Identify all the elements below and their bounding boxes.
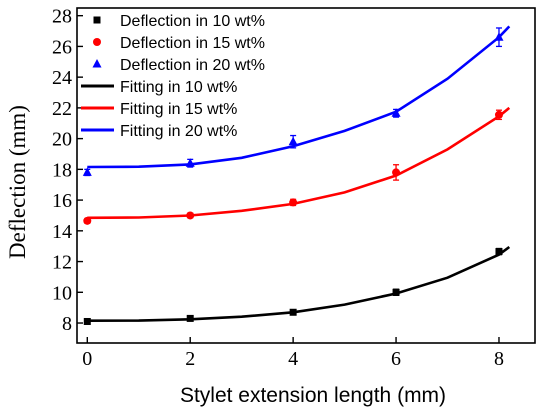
data-point-square [392, 288, 400, 296]
y-tick-label: 22 [52, 98, 72, 120]
y-tick-label: 20 [52, 129, 72, 151]
data-point-square [186, 314, 194, 322]
data-point-circle [494, 110, 503, 119]
legend-label: Deflection in 10 wt% [120, 13, 265, 30]
x-tick-label: 0 [82, 348, 92, 370]
x-tick-label: 6 [391, 348, 401, 370]
legend-label: Deflection in 15 wt% [120, 35, 265, 52]
y-tick-label: 24 [52, 67, 72, 89]
data-point-square [495, 248, 503, 256]
legend-marker-swatch [93, 16, 101, 24]
data-point-square [289, 308, 297, 316]
fit-lines [87, 25, 511, 323]
legend-marker-swatch [93, 38, 101, 46]
x-tick-label: 2 [185, 348, 195, 370]
legend-marker-swatch [92, 59, 102, 68]
data-point-triangle [391, 108, 401, 117]
legend-label: Deflection in 20 wt% [120, 57, 265, 74]
y-tick-label: 10 [52, 282, 72, 304]
legend-label: Fitting in 10 wt% [120, 79, 237, 96]
x-axis-title: Stylet extension length (mm) [180, 384, 446, 407]
plot-border [76, 7, 536, 344]
data-point-triangle [82, 167, 92, 176]
data-point-triangle [494, 32, 504, 41]
y-tick-label: 8 [62, 313, 72, 335]
data-point-triangle [288, 136, 298, 146]
x-tick-label: 4 [288, 348, 298, 370]
legend-label: Fitting in 15 wt% [120, 101, 237, 118]
data-points [82, 27, 504, 325]
legend-label: Fitting in 20 wt% [120, 123, 237, 140]
data-point-square [83, 317, 91, 325]
fit-line [87, 245, 511, 323]
data-point-circle [83, 216, 92, 225]
legend: Deflection in 10 wt% Deflection in 15 wt%… [81, 13, 265, 140]
y-tick-label: 26 [52, 36, 72, 58]
fit-line [87, 25, 511, 169]
y-tick-label: 18 [52, 159, 72, 181]
x-tick-label: 8 [494, 348, 504, 370]
fit-line [87, 106, 511, 220]
data-point-circle [392, 168, 401, 177]
plot-frame [76, 7, 536, 344]
y-tick-label: 16 [52, 190, 72, 212]
y-tick-label: 12 [52, 252, 72, 274]
y-axis-title: Deflection (mm) [5, 105, 30, 259]
y-tick-label: 28 [52, 6, 72, 28]
data-point-triangle [185, 158, 195, 167]
y-tick-label: 14 [52, 221, 72, 243]
data-point-circle [289, 198, 298, 207]
data-point-circle [186, 211, 195, 220]
